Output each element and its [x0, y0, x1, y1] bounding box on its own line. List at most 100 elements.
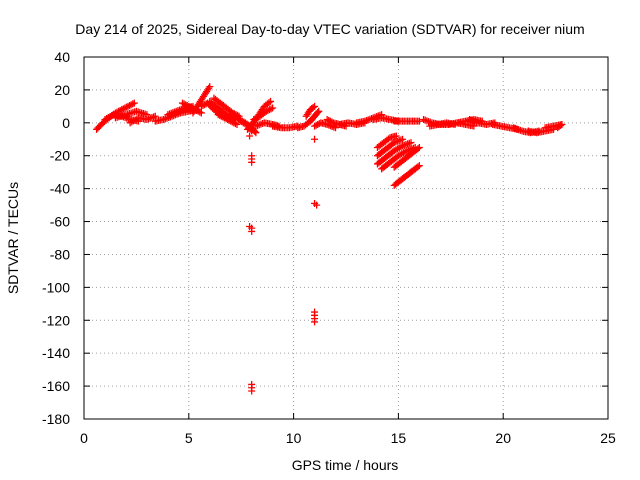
- data-point: [160, 116, 168, 124]
- data-point: [400, 141, 408, 149]
- y-tick-label: -140: [42, 345, 70, 361]
- data-point: [415, 144, 423, 151]
- data-point: [401, 148, 409, 156]
- data-point: [262, 107, 270, 115]
- data-point: [248, 158, 256, 166]
- data-point: [471, 118, 479, 126]
- data-point: [179, 99, 187, 107]
- data-point: [130, 99, 138, 107]
- data-point: [174, 107, 182, 115]
- data-point: [325, 116, 333, 124]
- data-point: [197, 102, 205, 110]
- data-point: [172, 107, 180, 115]
- data-point: [414, 145, 422, 153]
- data-point: [161, 115, 169, 123]
- y-axis-label: SDTVAR / TECUs: [5, 182, 21, 294]
- data-point: [315, 107, 323, 115]
- data-point: [415, 117, 423, 125]
- data-point: [399, 142, 407, 150]
- data-point: [253, 114, 261, 122]
- data-point: [227, 117, 235, 125]
- data-point: [183, 102, 191, 110]
- data-point: [397, 136, 405, 144]
- data-point: [206, 83, 214, 91]
- data-point: [166, 110, 174, 118]
- data-series: [93, 83, 566, 395]
- data-point: [255, 121, 263, 129]
- data-point: [199, 102, 207, 110]
- data-point: [205, 84, 213, 92]
- data-point: [328, 118, 336, 126]
- data-point: [361, 117, 369, 125]
- data-point: [269, 104, 277, 112]
- data-point: [472, 118, 480, 126]
- data-point: [423, 117, 431, 125]
- ticks: [83, 56, 609, 420]
- data-point: [470, 122, 478, 130]
- data-point: [197, 109, 205, 117]
- data-point: [250, 116, 258, 124]
- plot-frame: [83, 56, 609, 420]
- data-point: [404, 146, 412, 154]
- data-point: [222, 115, 230, 123]
- data-point: [515, 126, 523, 134]
- y-tick-label: -80: [50, 246, 70, 262]
- data-point: [314, 109, 322, 117]
- data-point: [558, 120, 566, 128]
- data-point: [148, 114, 156, 122]
- x-tick-label: 5: [185, 430, 193, 446]
- data-point: [177, 105, 185, 113]
- data-point: [146, 114, 154, 122]
- data-point: [145, 115, 153, 123]
- data-point: [510, 124, 518, 132]
- data-point: [233, 120, 241, 128]
- data-point: [214, 111, 222, 119]
- x-tick-labels: 0 5 10 15 20 25: [80, 430, 616, 446]
- data-point: [411, 165, 419, 173]
- data-point: [311, 318, 319, 326]
- data-point: [311, 135, 319, 143]
- data-point: [176, 106, 184, 114]
- data-point: [164, 111, 172, 119]
- data-point: [186, 103, 194, 111]
- data-point: [397, 143, 405, 151]
- data-point: [312, 121, 320, 129]
- data-point: [237, 116, 245, 124]
- data-point: [264, 106, 272, 114]
- y-tick-label: 20: [54, 82, 70, 98]
- chart-title: Day 214 of 2025, Sidereal Day-to-day VTE…: [75, 21, 584, 37]
- data-point: [169, 109, 177, 117]
- data-point: [150, 113, 158, 121]
- data-point: [143, 116, 151, 124]
- data-point: [219, 113, 227, 121]
- data-point: [326, 117, 334, 125]
- data-point: [220, 114, 228, 122]
- x-axis-label: GPS time / hours: [292, 457, 399, 473]
- data-point: [421, 116, 429, 124]
- data-point: [425, 118, 433, 126]
- data-point: [227, 111, 235, 119]
- data-point: [196, 108, 204, 116]
- data-point: [556, 122, 564, 130]
- y-tick-label: 0: [62, 115, 70, 131]
- data-point: [415, 162, 423, 170]
- data-point: [127, 101, 135, 109]
- data-point: [511, 124, 519, 132]
- data-point: [228, 118, 236, 126]
- data-point: [252, 129, 260, 137]
- data-point: [399, 135, 407, 143]
- data-point: [407, 139, 415, 147]
- data-point: [311, 102, 319, 110]
- data-point: [126, 102, 134, 110]
- y-tick-label: -40: [50, 181, 70, 197]
- data-point: [129, 100, 137, 108]
- data-point: [217, 112, 225, 120]
- data-point: [309, 103, 317, 111]
- data-point: [420, 116, 428, 124]
- data-point: [230, 112, 238, 120]
- data-point: [405, 139, 413, 147]
- data-point: [182, 101, 190, 109]
- grid: [84, 57, 608, 419]
- data-point: [403, 147, 411, 155]
